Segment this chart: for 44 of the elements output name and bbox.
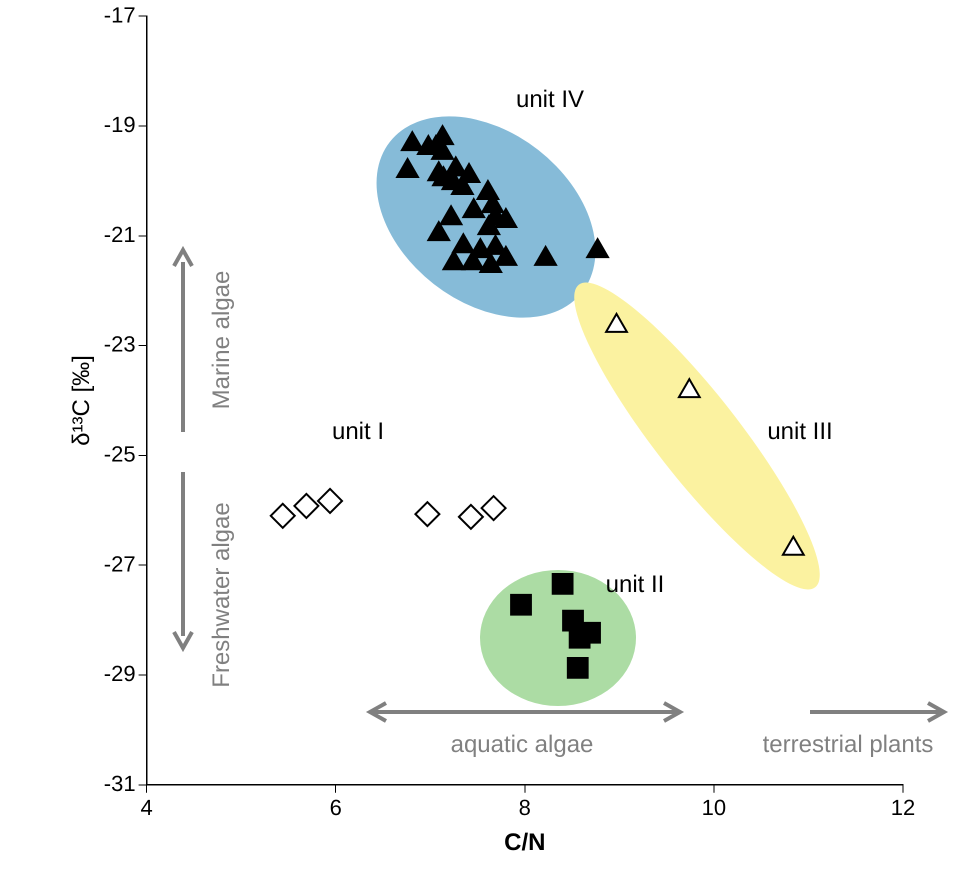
annotation: unit III bbox=[767, 418, 833, 446]
y-tick-label: -29 bbox=[104, 661, 136, 686]
point bbox=[566, 656, 589, 679]
x-tick-label: 8 bbox=[518, 795, 531, 820]
y-tick-label: -31 bbox=[104, 770, 136, 796]
point bbox=[452, 233, 475, 254]
annotation: unit IV bbox=[516, 86, 584, 114]
point bbox=[534, 246, 557, 266]
point bbox=[510, 594, 532, 616]
point bbox=[462, 198, 486, 218]
point bbox=[414, 501, 440, 528]
point bbox=[586, 238, 609, 258]
point bbox=[480, 495, 507, 522]
y-tick-label: -19 bbox=[104, 112, 136, 138]
y-tick-label: -17 bbox=[104, 2, 136, 28]
x-axis-title: C/N bbox=[504, 829, 546, 856]
y-tick-label: -23 bbox=[104, 332, 136, 357]
annotation: unit I bbox=[332, 418, 384, 446]
annotation: aquatic algae bbox=[450, 731, 594, 759]
point bbox=[494, 246, 518, 266]
annotation: unit II bbox=[606, 571, 664, 599]
point bbox=[396, 158, 419, 178]
point bbox=[427, 221, 450, 242]
point bbox=[552, 572, 574, 595]
x-tick-label: 6 bbox=[330, 795, 342, 820]
x-tick-label: 10 bbox=[702, 795, 726, 820]
x-tick-label: 12 bbox=[890, 795, 916, 820]
point bbox=[440, 205, 462, 226]
point bbox=[477, 215, 500, 236]
annotation: Freshwater algae bbox=[208, 502, 236, 688]
y-tick-label: -21 bbox=[104, 222, 136, 247]
point bbox=[605, 312, 628, 333]
y-axis-title: δ¹³C [‰] bbox=[68, 355, 96, 446]
y-tick-label: -27 bbox=[104, 551, 136, 576]
point bbox=[678, 378, 701, 398]
point bbox=[458, 504, 484, 530]
x-tick-label: 4 bbox=[140, 795, 153, 820]
point bbox=[317, 488, 344, 514]
y-tick-label: -25 bbox=[104, 441, 136, 466]
annotation: terrestrial plants bbox=[762, 731, 934, 759]
point bbox=[293, 492, 320, 519]
point bbox=[270, 502, 296, 529]
annotation: Marine algae bbox=[208, 270, 236, 410]
point bbox=[479, 252, 502, 273]
